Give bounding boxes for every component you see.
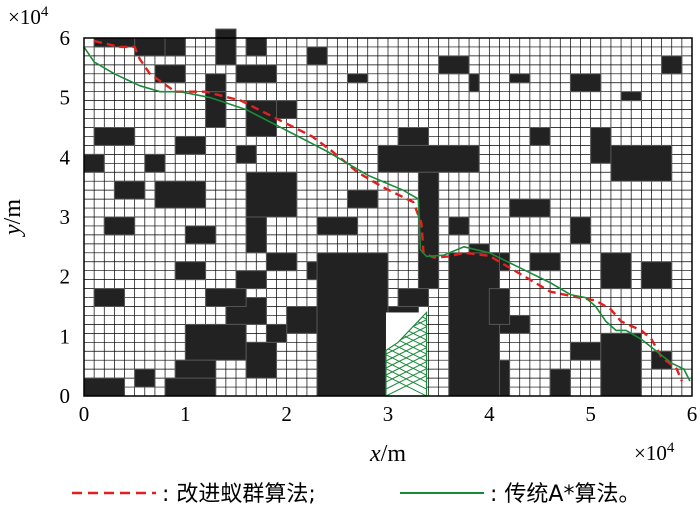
x-exponent-label: ×104: [634, 440, 675, 465]
obstacle-cell: [154, 64, 186, 84]
obstacle-cell: [600, 252, 632, 290]
y-tick-label: 2: [60, 265, 71, 289]
obstacle-cell: [134, 368, 156, 388]
plot-area: [83, 28, 693, 397]
obstacle-cell: [590, 127, 612, 164]
obstacle-cell: [93, 288, 126, 308]
obstacle-cell: [569, 73, 602, 93]
obstacle-cell: [306, 46, 328, 66]
obstacle-cell: [83, 377, 126, 397]
series-line-astar: [83, 46, 691, 382]
obstacle-cell: [93, 127, 136, 146]
obstacle-cell: [488, 288, 511, 325]
obstacle-cell: [620, 91, 642, 102]
obstacle-cell: [83, 153, 105, 173]
obstacle-cell: [205, 73, 227, 93]
obstacle-cell: [549, 368, 571, 397]
y-tick-label: 4: [60, 145, 71, 169]
obstacle-cell: [184, 225, 217, 245]
obstacle-cell: [205, 288, 247, 308]
x-tick-label: 5: [585, 402, 596, 426]
y-tick-label: 5: [60, 86, 71, 110]
y-tick-label: 6: [60, 26, 71, 50]
obstacle-cell: [245, 37, 267, 57]
obstacle-cell: [113, 180, 146, 200]
obstacle-cell: [174, 359, 217, 379]
obstacle-cell: [265, 252, 298, 272]
obstacle-cell: [164, 377, 217, 397]
x-tick-label: 2: [281, 402, 292, 426]
obstacle-cell: [215, 28, 237, 66]
y-exponent-label: ×104: [8, 4, 49, 29]
obstacle-cell: [377, 144, 480, 173]
obstacle-cell: [529, 252, 561, 272]
x-tick-label: 4: [484, 402, 495, 426]
x-tick-label: 1: [180, 402, 191, 426]
y-axis-label: y/m: [0, 199, 26, 237]
obstacle-cell: [397, 288, 430, 308]
obstacle-cell: [498, 359, 511, 397]
obstacle-cell: [245, 216, 267, 254]
obstacle-cell: [600, 332, 642, 397]
y-tick-label: 0: [60, 384, 71, 408]
obstacle-cell: [650, 350, 673, 370]
y-tick-label: 1: [60, 324, 71, 348]
obstacle-cell: [245, 100, 278, 137]
obstacle-cell: [509, 73, 531, 84]
obstacle-cell: [661, 55, 683, 75]
obstacle-cell: [235, 144, 257, 164]
legend-label-astar: : 传统A*算法。: [490, 482, 640, 507]
obstacle-cell: [640, 261, 673, 290]
obstacle-cell: [448, 216, 470, 236]
hatched-search-region: [385, 310, 428, 397]
hatch-background: [385, 312, 427, 396]
obstacle-cell: [468, 73, 480, 93]
x-axis-label: x/m: [369, 441, 406, 467]
obstacle-cell: [569, 341, 602, 361]
obstacle-cell: [235, 270, 267, 290]
x-tick-labels: 0 1 2 3 4 5 6: [79, 402, 698, 426]
path-series: [83, 39, 691, 382]
obstacle-cell: [346, 73, 369, 84]
obstacle-cells: [83, 28, 683, 397]
obstacle-cell: [276, 100, 298, 120]
x-tick-label: 6: [687, 402, 698, 426]
x-tick-label: 3: [383, 402, 394, 426]
obstacle-cell: [610, 144, 673, 182]
obstacle-cell: [174, 135, 207, 155]
obstacle-cell: [509, 198, 551, 218]
obstacle-cell: [346, 189, 379, 209]
obstacle-cell: [245, 171, 298, 218]
obstacle-cell: [174, 261, 207, 281]
x-tick-label: 0: [79, 402, 90, 426]
obstacle-cell: [103, 216, 136, 236]
obstacle-cell: [438, 55, 470, 75]
obstacle-cell: [154, 180, 207, 209]
obstacle-cell: [134, 37, 166, 57]
obstacle-cell: [316, 252, 389, 397]
y-tick-labels: 0 1 2 3 4 5 6: [60, 26, 71, 408]
obstacle-cell: [144, 153, 166, 173]
obstacle-cell: [235, 64, 278, 84]
obstacle-cell: [265, 323, 288, 343]
obstacle-cell: [569, 216, 592, 245]
y-tick-label: 3: [60, 205, 71, 229]
obstacle-cell: [417, 171, 440, 290]
obstacle-cell: [286, 306, 318, 334]
legend: : 改进蚁群算法; : 传统A*算法。: [72, 482, 640, 507]
obstacle-cell: [164, 37, 186, 57]
obstacle-cell: [529, 127, 551, 146]
legend-label-improved-aco: : 改进蚁群算法;: [162, 482, 316, 507]
obstacle-cell: [184, 323, 247, 361]
obstacle-cell: [316, 216, 359, 236]
obstacle-cell: [245, 341, 278, 379]
